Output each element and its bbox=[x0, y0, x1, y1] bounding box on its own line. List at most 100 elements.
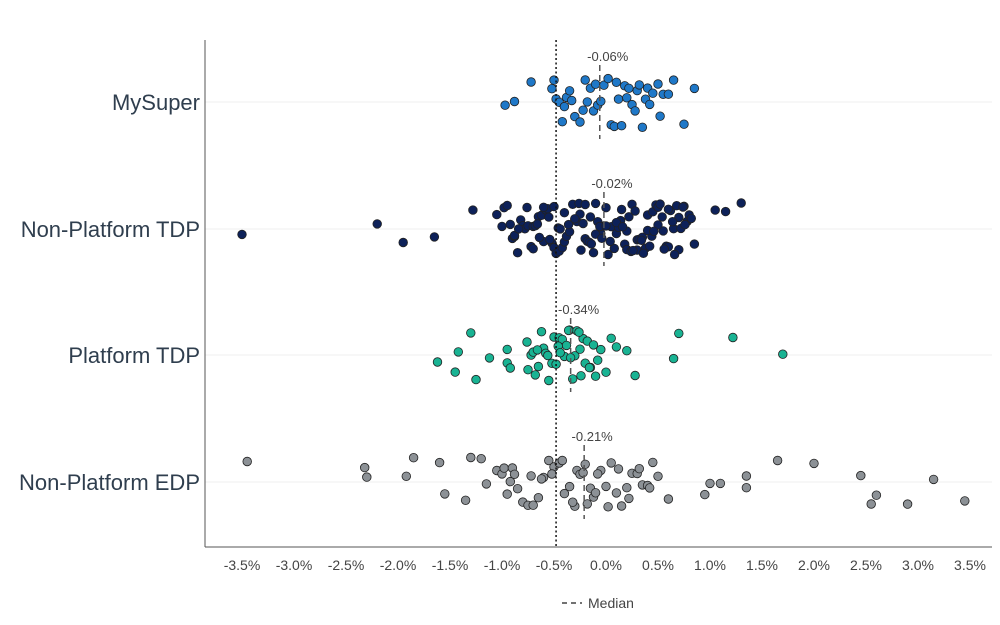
data-point bbox=[526, 471, 536, 481]
data-point bbox=[533, 361, 544, 372]
data-point bbox=[668, 75, 679, 85]
data-point bbox=[645, 483, 655, 493]
data-point bbox=[522, 337, 532, 347]
data-point bbox=[596, 96, 606, 107]
data-point bbox=[603, 73, 613, 84]
data-point bbox=[689, 83, 700, 94]
data-point bbox=[700, 489, 710, 500]
data-point bbox=[653, 79, 663, 89]
data-point bbox=[547, 83, 557, 94]
data-point bbox=[544, 455, 554, 466]
data-point bbox=[578, 468, 588, 478]
data-point bbox=[534, 232, 545, 243]
data-point bbox=[563, 325, 574, 336]
data-point bbox=[582, 499, 593, 509]
data-point bbox=[545, 234, 555, 245]
data-point bbox=[242, 456, 252, 467]
data-point bbox=[606, 333, 616, 344]
data-point bbox=[544, 212, 554, 222]
data-point bbox=[866, 499, 876, 509]
data-point bbox=[567, 95, 577, 106]
data-point bbox=[576, 371, 586, 381]
data-point bbox=[668, 353, 679, 364]
data-point bbox=[728, 332, 738, 343]
data-point bbox=[928, 474, 939, 485]
x-tick-label: -2.0% bbox=[380, 557, 417, 573]
data-point bbox=[772, 455, 783, 466]
data-point bbox=[658, 226, 668, 236]
data-point bbox=[606, 458, 616, 468]
data-point bbox=[466, 452, 476, 463]
data-point bbox=[648, 88, 658, 98]
data-point bbox=[679, 119, 689, 129]
data-point bbox=[576, 245, 586, 255]
data-point bbox=[237, 229, 247, 240]
data-point bbox=[655, 111, 665, 121]
data-point bbox=[680, 219, 690, 230]
data-point bbox=[663, 494, 674, 504]
data-point bbox=[360, 462, 370, 473]
data-point bbox=[634, 464, 645, 474]
data-point bbox=[657, 212, 667, 222]
data-point bbox=[492, 209, 502, 220]
data-point bbox=[570, 214, 580, 224]
data-point bbox=[590, 488, 601, 498]
x-tick-label: -0.5% bbox=[536, 557, 573, 573]
data-point bbox=[710, 205, 720, 215]
data-point bbox=[580, 459, 590, 470]
data-point bbox=[536, 327, 547, 337]
data-point bbox=[568, 374, 578, 384]
data-point bbox=[564, 481, 575, 492]
data-point bbox=[555, 348, 565, 358]
data-point bbox=[648, 457, 658, 468]
data-point bbox=[549, 75, 559, 85]
data-point bbox=[601, 221, 611, 231]
data-point bbox=[559, 488, 570, 499]
category-label: Platform TDP bbox=[68, 343, 200, 368]
data-point bbox=[509, 96, 520, 107]
data-point bbox=[663, 89, 674, 99]
data-point bbox=[611, 77, 622, 88]
x-tick-label: 2.5% bbox=[850, 557, 882, 573]
data-point bbox=[557, 116, 568, 127]
data-point bbox=[547, 469, 557, 479]
data-point bbox=[502, 344, 512, 355]
data-point bbox=[588, 340, 599, 350]
data-point bbox=[603, 502, 613, 512]
data-point bbox=[686, 213, 697, 224]
data-point bbox=[536, 474, 547, 484]
data-point bbox=[720, 206, 731, 217]
data-point bbox=[432, 357, 443, 367]
data-point bbox=[575, 344, 585, 354]
data-point bbox=[715, 478, 726, 489]
x-tick-label: 0.5% bbox=[642, 557, 674, 573]
legend: Median bbox=[562, 595, 634, 611]
x-tick-label: 3.0% bbox=[902, 557, 934, 573]
data-point bbox=[408, 453, 419, 463]
data-point bbox=[549, 201, 559, 212]
data-point bbox=[778, 349, 788, 359]
data-point bbox=[476, 454, 486, 464]
data-point bbox=[630, 106, 640, 116]
median-value-label: -0.06% bbox=[587, 49, 629, 64]
data-point bbox=[568, 497, 578, 507]
data-point bbox=[401, 471, 412, 482]
data-point bbox=[468, 205, 478, 215]
data-point bbox=[500, 100, 510, 110]
x-tick-label: 3.5% bbox=[954, 557, 986, 573]
data-point bbox=[466, 328, 476, 338]
data-point bbox=[653, 471, 663, 482]
data-point bbox=[513, 224, 524, 234]
data-point bbox=[497, 221, 507, 232]
data-point bbox=[580, 199, 590, 210]
data-point bbox=[429, 232, 440, 242]
data-point bbox=[559, 207, 570, 218]
data-point bbox=[741, 483, 752, 493]
data-point bbox=[611, 488, 622, 498]
data-point bbox=[590, 79, 601, 89]
data-point bbox=[543, 350, 553, 361]
data-point bbox=[593, 469, 603, 479]
data-point bbox=[590, 371, 601, 381]
data-point bbox=[616, 501, 627, 511]
